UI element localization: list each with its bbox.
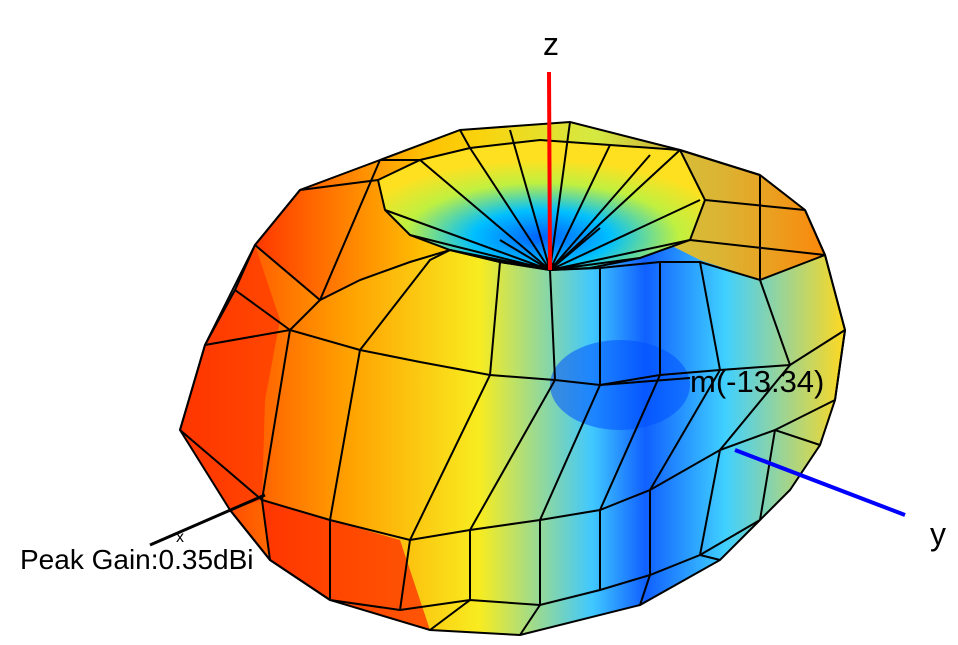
y-axis-label: y [930,516,946,552]
peak-gain-text: Peak Gain:0.35dBi [20,544,254,575]
x-axis-label: x [176,529,184,546]
peak-gain-value: 0.35dBi [159,544,254,575]
marker-label: m(-13.34) [690,364,824,399]
marker-leader-line [599,377,691,386]
z-axis-line [547,71,552,271]
peak-gain-label: Peak Gain: [20,544,159,575]
x-axis-line [149,493,266,547]
pattern-left-hot [180,245,280,510]
pattern-mesh [178,120,847,637]
pattern-null-spot [550,340,690,430]
y-axis-line [734,448,906,517]
pattern-bottom-hot [262,500,430,630]
z-axis-label: z [543,26,559,62]
